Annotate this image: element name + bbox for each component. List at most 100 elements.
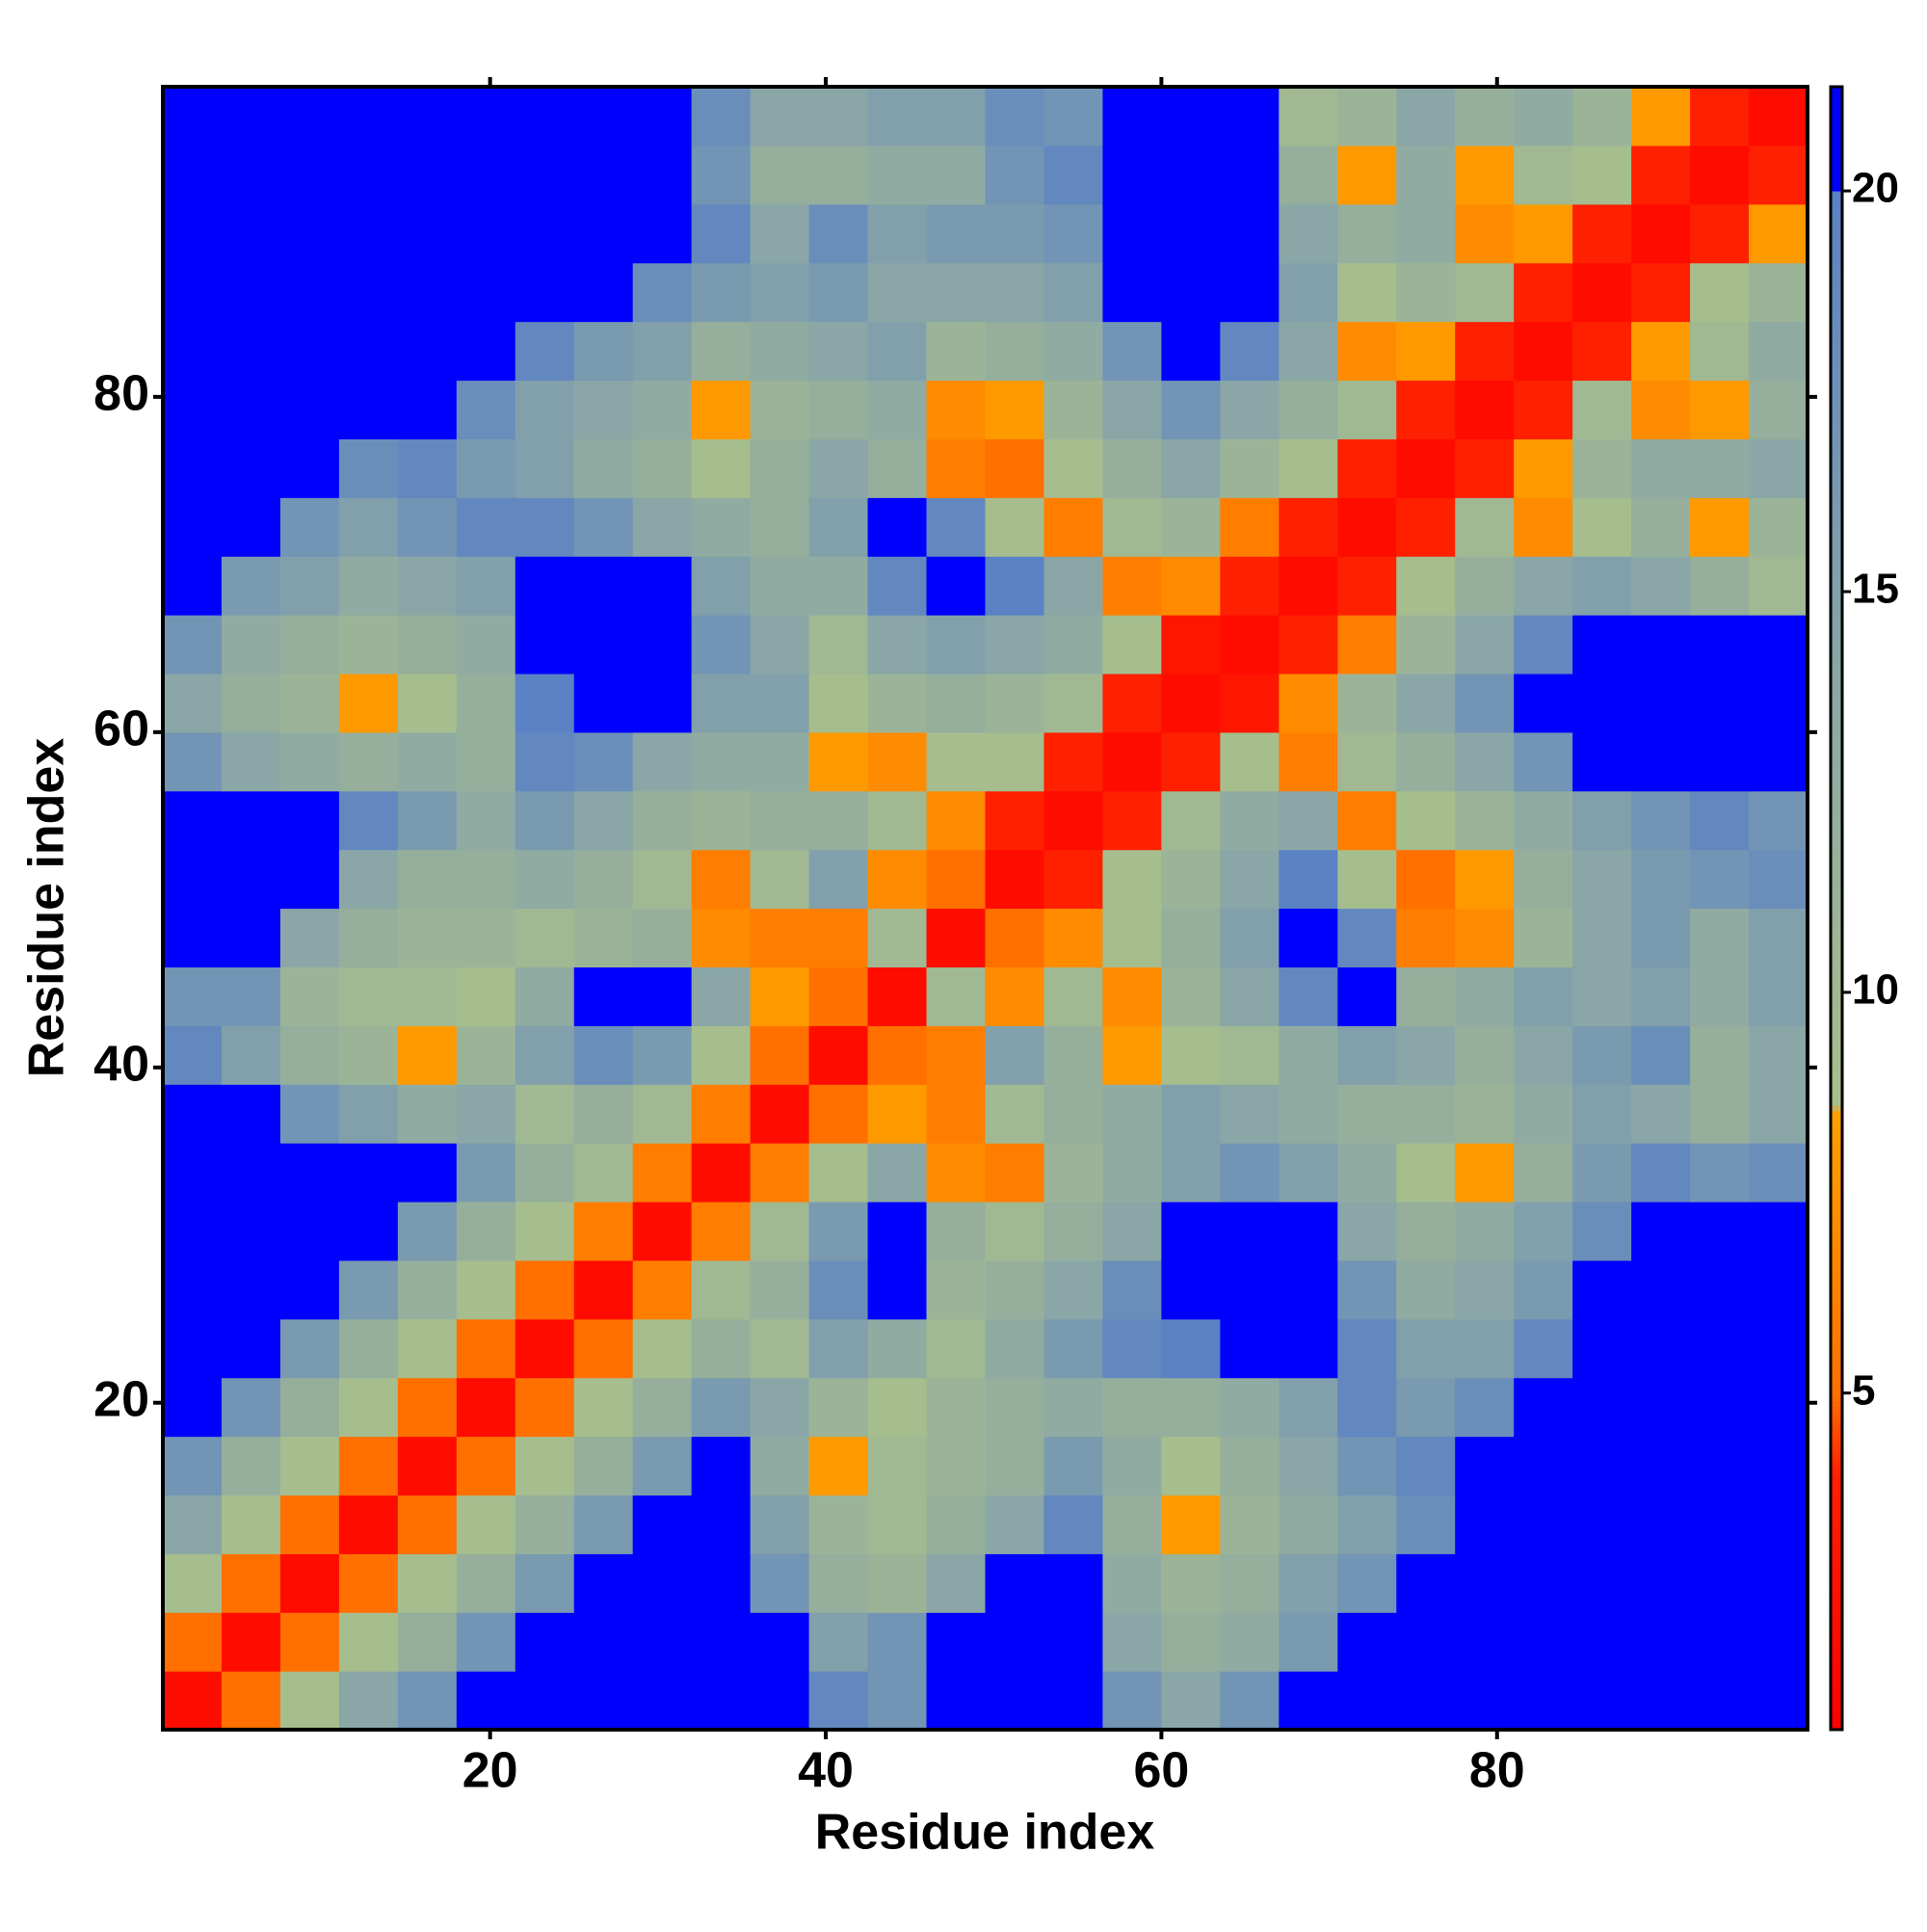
heatmap-cell: [456, 262, 516, 323]
heatmap-cell: [1690, 203, 1750, 264]
heatmap-cell: [515, 1143, 575, 1203]
heatmap-cell: [926, 849, 987, 910]
heatmap-cell: [867, 849, 928, 910]
colorbar-slice: [1831, 1067, 1842, 1073]
heatmap-cell: [1455, 1084, 1515, 1144]
heatmap-cell: [279, 438, 340, 498]
heatmap-cell: [1043, 1143, 1104, 1203]
colorbar-slice: [1831, 1204, 1842, 1210]
heatmap-cell: [926, 556, 987, 616]
heatmap-cell: [808, 1143, 869, 1203]
colorbar-slice: [1831, 1422, 1842, 1430]
heatmap-cell: [515, 262, 575, 323]
x-axis-title: Residue index: [815, 1805, 1155, 1861]
colorbar-slice: [1831, 1357, 1842, 1363]
heatmap-cell: [926, 1025, 987, 1085]
heatmap-cell: [1749, 1025, 1808, 1085]
colorbar-slice: [1831, 859, 1842, 865]
heatmap-cell: [338, 145, 399, 205]
heatmap-cell: [1631, 849, 1691, 910]
heatmap-cell: [163, 1495, 223, 1554]
heatmap-cell: [1337, 87, 1397, 146]
heatmap-cell: [750, 497, 810, 557]
heatmap-cell: [573, 556, 634, 616]
heatmap-cell: [1631, 1436, 1691, 1496]
colorbar-slice: [1831, 1149, 1842, 1155]
heatmap-cell: [279, 145, 340, 205]
colorbar-slice: [1831, 305, 1842, 312]
colorbar-slice: [1831, 382, 1842, 389]
heatmap-cell: [1279, 1436, 1338, 1496]
heatmap-cell: [1690, 966, 1750, 1026]
heatmap-cell: [1043, 145, 1104, 205]
heatmap-cell: [163, 1259, 223, 1320]
colorbar-slice: [1831, 1642, 1842, 1649]
heatmap-cell: [808, 1259, 869, 1320]
heatmap-cell: [1102, 1612, 1162, 1672]
heatmap-cell: [1572, 497, 1632, 557]
heatmap-cell: [1455, 1318, 1515, 1379]
heatmap-cell: [1220, 908, 1280, 967]
colorbar-slice: [1831, 1280, 1842, 1287]
heatmap-cell: [632, 1201, 693, 1261]
heatmap-cell: [691, 203, 752, 264]
colorbar-slice: [1831, 256, 1842, 263]
heatmap-cell: [1749, 1377, 1808, 1438]
heatmap-cell: [1749, 87, 1808, 146]
colorbar-slice: [1831, 1565, 1842, 1572]
heatmap-cell: [1455, 497, 1515, 557]
heatmap-cell: [221, 556, 281, 616]
heatmap-cell: [1514, 731, 1573, 792]
heatmap-cell: [338, 321, 399, 382]
colorbar-slice: [1831, 1187, 1842, 1194]
heatmap-cell: [1572, 1201, 1632, 1261]
heatmap-cell: [1337, 966, 1397, 1026]
heatmap-cell: [456, 615, 516, 675]
colorbar-slice: [1831, 853, 1842, 860]
colorbar-slice: [1831, 940, 1842, 947]
colorbar-slice: [1831, 541, 1842, 547]
heatmap-cell: [1102, 1318, 1162, 1379]
colorbar-slice: [1831, 311, 1842, 318]
heatmap-cell: [926, 1318, 987, 1379]
heatmap-cell: [515, 1025, 575, 1085]
heatmap-cell: [808, 908, 869, 967]
colorbar-slice: [1831, 1018, 1842, 1024]
colorbar-slice: [1831, 387, 1842, 394]
heatmap-cell: [1396, 203, 1456, 264]
heatmap-cell: [1161, 1143, 1221, 1203]
colorbar-slice: [1831, 508, 1842, 515]
heatmap-cell: [632, 1025, 693, 1085]
heatmap-cell: [1043, 1318, 1104, 1379]
heatmap-cell: [1396, 1259, 1456, 1320]
heatmap-cell: [985, 673, 1045, 733]
heatmap-cell: [750, 145, 810, 205]
colorbar-slice: [1831, 1630, 1842, 1637]
heatmap-cell: [1337, 731, 1397, 792]
heatmap-cell: [1749, 790, 1808, 851]
heatmap-cell: [338, 1612, 399, 1672]
heatmap-cell: [808, 1084, 869, 1144]
colorbar-slice: [1831, 985, 1842, 992]
heatmap-cell: [1572, 790, 1632, 851]
heatmap-cell: [338, 497, 399, 557]
heatmap-cell: [573, 849, 634, 910]
heatmap-cell: [926, 673, 987, 733]
colorbar-slice: [1831, 1122, 1842, 1128]
heatmap-cell: [1455, 145, 1515, 205]
colorbar-slice: [1831, 869, 1842, 876]
colorbar-slice: [1831, 606, 1842, 614]
heatmap-cell: [985, 1612, 1045, 1672]
heatmap-cell: [1631, 673, 1691, 733]
heatmap-cell: [1749, 145, 1808, 205]
heatmap-cell: [279, 1318, 340, 1379]
heatmap-cell: [1455, 1436, 1515, 1496]
heatmap-cell: [1279, 145, 1338, 205]
heatmap-cell: [1690, 849, 1750, 910]
heatmap-cell: [279, 908, 340, 967]
heatmap-cell: [1572, 321, 1632, 382]
heatmap-cell: [1102, 262, 1162, 323]
heatmap-cell: [1220, 87, 1280, 146]
heatmap-cell: [397, 1553, 458, 1613]
heatmap-cell: [750, 1377, 810, 1438]
